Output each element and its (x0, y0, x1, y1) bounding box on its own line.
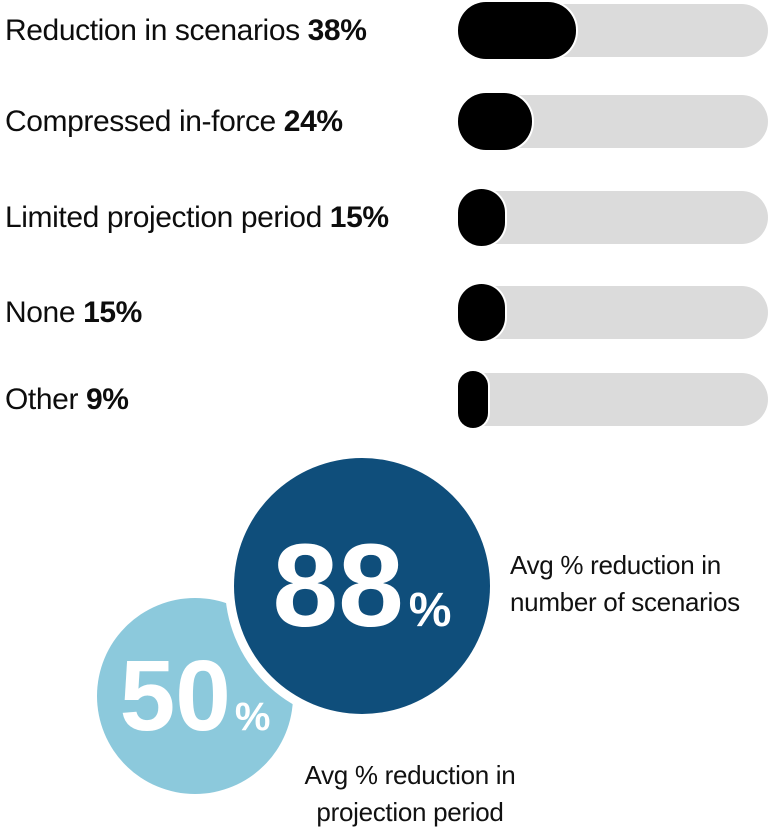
bar-category-text: None (5, 295, 76, 329)
bar-track (458, 189, 768, 246)
bar-fill (458, 371, 488, 428)
bar-label: Compressed in-force 24% (5, 105, 343, 139)
percent-sign: % (234, 695, 271, 739)
bar-track (458, 2, 768, 59)
bar-value-text: 9% (85, 382, 129, 416)
bar-label: Limited projection period 15% (5, 201, 389, 235)
caption-line: number of scenarios (510, 587, 740, 617)
bar-row-compressed-in-force: Compressed in-force 24% (0, 93, 772, 150)
caption-line: projection period (316, 797, 504, 827)
bar-row-none: None 15% (0, 284, 772, 341)
bar-track (458, 93, 768, 150)
bar-category-text: Limited projection period (5, 200, 322, 234)
bar-label: Reduction in scenarios 38% (5, 14, 367, 48)
percent-sign: % (408, 584, 452, 637)
caption-projection: Avg % reduction in projection period (250, 757, 570, 831)
bar-track (458, 284, 768, 341)
bar-row-limited-projection-period: Limited projection period 15% (0, 189, 772, 246)
bar-category-text: Compressed in-force (5, 104, 276, 138)
bar-fill (458, 189, 505, 246)
callout-number: 88 (272, 520, 404, 652)
bar-value-text: 24% (283, 104, 343, 138)
caption-line: Avg % reduction in (510, 550, 721, 580)
bar-value-text: 38% (307, 13, 367, 47)
bar-fill (458, 93, 532, 150)
bar-row-reduction-in-scenarios: Reduction in scenarios 38% (0, 2, 772, 59)
bar-label: None 15% (5, 296, 142, 330)
bar-category-text: Other (5, 382, 79, 416)
bar-track (458, 371, 768, 428)
bar-fill (458, 2, 576, 59)
bar-label: Other 9% (5, 383, 129, 417)
bar-value-text: 15% (83, 295, 142, 329)
callout-value: 50% (120, 646, 271, 746)
caption-scenarios: Avg % reduction in number of scenarios (510, 547, 740, 621)
callout-circle-scenarios: 88% (234, 458, 490, 714)
bar-value-text: 15% (329, 200, 389, 234)
bar-fill (458, 284, 505, 341)
callout-value: 88% (273, 527, 452, 645)
caption-line: Avg % reduction in (304, 760, 516, 790)
bar-category-text: Reduction in scenarios (5, 13, 300, 47)
bar-row-other: Other 9% (0, 371, 772, 428)
callout-number: 50 (119, 640, 231, 752)
